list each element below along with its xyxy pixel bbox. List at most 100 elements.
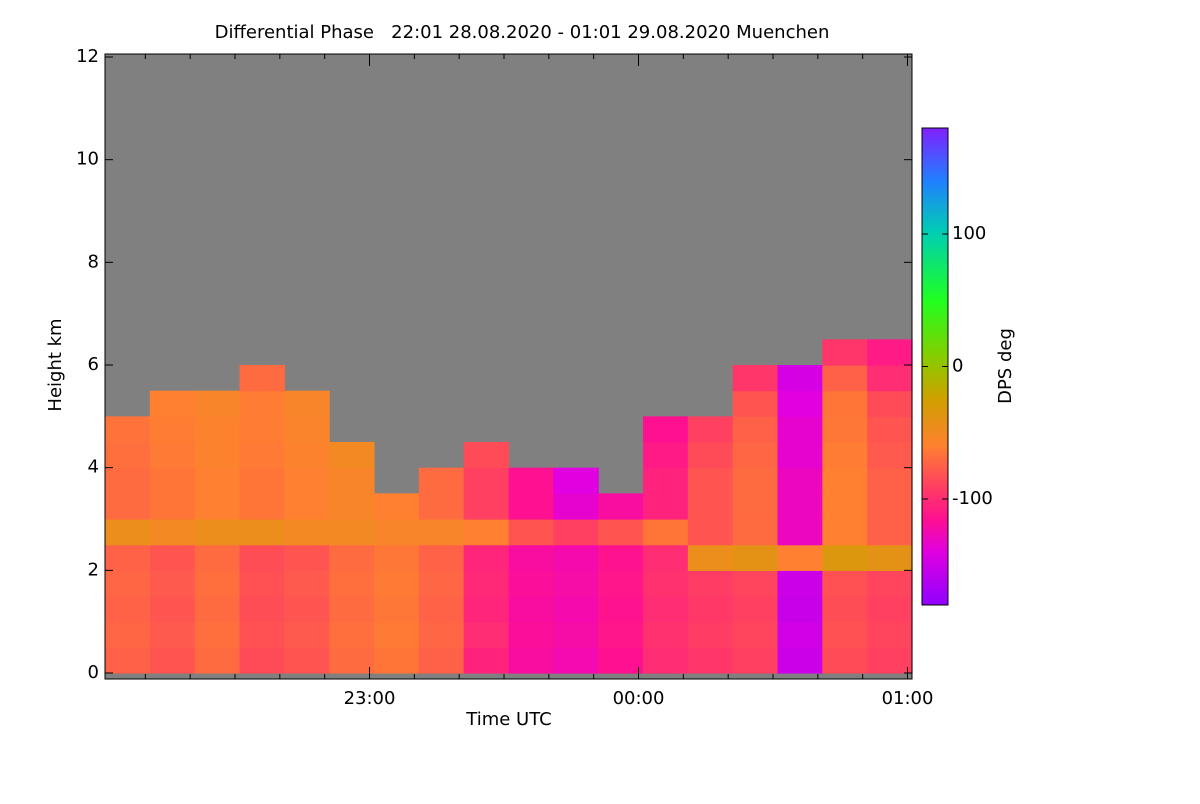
heatmap-cell — [867, 467, 913, 494]
heatmap-cell — [598, 621, 644, 648]
heatmap-cell — [642, 416, 689, 443]
heatmap-cell — [373, 493, 420, 520]
heatmap-cell — [329, 621, 375, 648]
heatmap-cell — [194, 442, 241, 469]
heatmap-cell — [777, 493, 823, 520]
x-tick-label: 23:00 — [344, 688, 396, 709]
heatmap-cell — [777, 544, 823, 571]
heatmap-cell — [239, 390, 285, 417]
heatmap-cell — [463, 442, 510, 469]
heatmap-cell — [553, 467, 599, 494]
heatmap-cell — [598, 647, 644, 674]
heatmap-cell — [687, 544, 734, 571]
heatmap-cell — [732, 390, 779, 417]
x-axis-label: Time UTC — [465, 709, 551, 730]
y-tick-label: 6 — [88, 354, 99, 375]
heatmap-cell — [553, 596, 599, 623]
heatmap-cell — [867, 416, 913, 443]
y-tick-label: 10 — [76, 149, 99, 170]
heatmap-cell — [822, 390, 868, 417]
heatmap-cell — [777, 467, 823, 494]
heatmap-cell — [149, 570, 196, 597]
heatmap-cell — [822, 416, 868, 443]
heatmap-cell — [463, 570, 510, 597]
heatmap-cell — [777, 621, 823, 648]
heatmap-cell — [642, 544, 689, 571]
heatmap-cell — [598, 544, 644, 571]
heatmap-cell — [508, 570, 554, 597]
heatmap-cell — [463, 493, 510, 520]
heatmap-cell — [508, 467, 554, 494]
heatmap-cell — [104, 416, 151, 443]
heatmap-cell — [239, 647, 285, 674]
heatmap-cell — [149, 596, 196, 623]
heatmap-cell — [194, 467, 241, 494]
heatmap-cell — [732, 570, 779, 597]
heatmap-cell — [418, 467, 465, 494]
heatmap-cell — [194, 596, 241, 623]
heatmap-cell — [687, 647, 734, 674]
heatmap-cell — [373, 621, 420, 648]
heatmap-cell — [508, 621, 554, 648]
heatmap-cell — [463, 544, 510, 571]
heatmap-cell — [463, 467, 510, 494]
colorbar-tick-label: 100 — [952, 223, 986, 244]
heatmap-cell — [329, 519, 375, 546]
heatmap-cell — [867, 390, 913, 417]
heatmap-cell — [777, 647, 823, 674]
heatmap-cell — [104, 647, 151, 674]
heatmap-cell — [822, 621, 868, 648]
heatmap-cell — [508, 519, 554, 546]
heatmap-cell — [777, 570, 823, 597]
heatmap-cell — [687, 519, 734, 546]
chart-title: Differential Phase 22:01 28.08.2020 - 01… — [215, 22, 830, 43]
heatmap-cell — [239, 442, 285, 469]
heatmap-cell — [194, 570, 241, 597]
heatmap-cell — [732, 416, 779, 443]
heatmap-cell — [149, 467, 196, 494]
heatmap-cell — [418, 519, 465, 546]
heatmap-cell — [329, 493, 375, 520]
heatmap-cell — [777, 519, 823, 546]
heatmap-cell — [777, 365, 823, 392]
heatmap-cell — [508, 544, 554, 571]
heatmap-cell — [104, 519, 151, 546]
heatmap-cell — [642, 519, 689, 546]
heatmap-cell — [642, 647, 689, 674]
heatmap-cell — [104, 621, 151, 648]
heatmap-cell — [329, 596, 375, 623]
heatmap-cell — [284, 647, 330, 674]
heatmap-cell — [239, 596, 285, 623]
heatmap-cell — [598, 570, 644, 597]
heatmap-cell — [687, 621, 734, 648]
heatmap-cell — [867, 596, 913, 623]
heatmap-cell — [732, 442, 779, 469]
heatmap-cell — [732, 365, 779, 392]
heatmap-cell — [867, 365, 913, 392]
heatmap-cell — [284, 544, 330, 571]
heatmap-cell — [867, 544, 913, 571]
heatmap-cell — [194, 493, 241, 520]
heatmap-cell — [642, 570, 689, 597]
heatmap-cell — [732, 467, 779, 494]
colorbar-label: DPS deg — [995, 328, 1016, 404]
heatmap-cell — [239, 416, 285, 443]
heatmap-cell — [149, 493, 196, 520]
colorbar-tick-label: 0 — [952, 356, 963, 377]
heatmap-cell — [418, 493, 465, 520]
heatmap-cell — [508, 647, 554, 674]
heatmap-cell — [373, 544, 420, 571]
heatmap-cell — [642, 467, 689, 494]
x-tick-label: 01:00 — [882, 688, 934, 709]
heatmap-cell — [329, 442, 375, 469]
heatmap-cell — [822, 570, 868, 597]
heatmap-cell — [284, 416, 330, 443]
heatmap-cell — [777, 416, 823, 443]
heatmap-cell — [867, 519, 913, 546]
heatmap-cell — [418, 544, 465, 571]
heatmap-cell — [553, 621, 599, 648]
y-tick-label: 2 — [88, 559, 99, 580]
y-tick-label: 4 — [88, 457, 99, 478]
heatmap-cell — [373, 570, 420, 597]
